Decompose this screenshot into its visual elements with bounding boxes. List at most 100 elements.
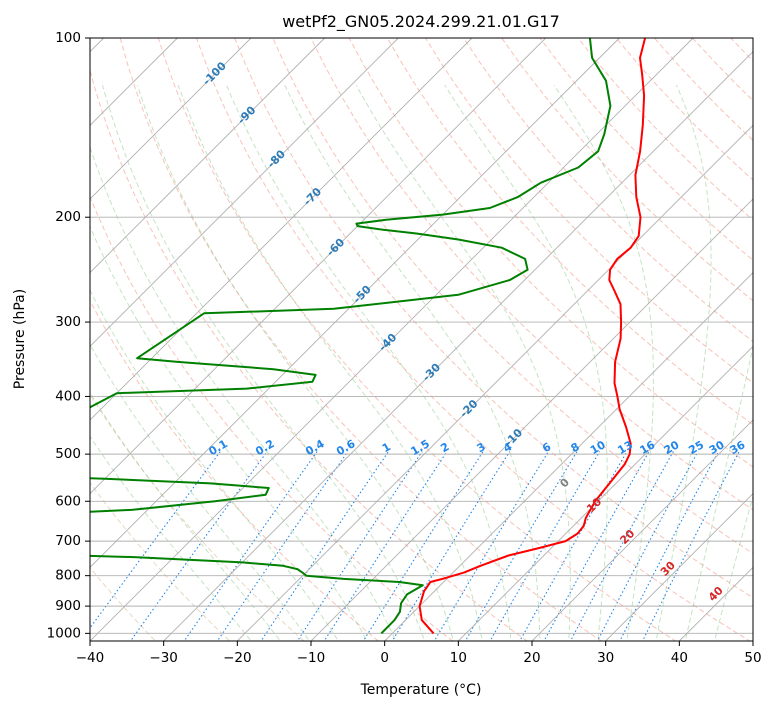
moist-adiabat-line [90, 343, 310, 641]
y-tick-label: 100 [55, 30, 81, 46]
x-tick-label: 50 [744, 650, 761, 666]
isotherm-line [163, 51, 753, 641]
mixing-ratio-line [362, 451, 484, 641]
isotherm-line [90, 38, 694, 641]
dry-adiabat-line [196, 38, 751, 641]
dry-adiabat-label: 20 [617, 527, 637, 547]
dry-adiabat-line [90, 393, 305, 641]
y-tick-label: 500 [55, 446, 81, 462]
moist-adiabat-line [90, 145, 397, 641]
isotherm-line [679, 566, 753, 641]
isotherm-line [90, 38, 473, 421]
dry-adiabat-line [90, 566, 157, 641]
mixing-ratio-line [519, 451, 628, 641]
mixing-ratio-label: 1 [380, 440, 393, 455]
isotherm-line [90, 38, 546, 495]
mixing-ratio-line [391, 451, 511, 641]
moist-adiabat-line [101, 84, 426, 641]
moist-adiabat-line [553, 84, 654, 641]
mixing-ratio-line [183, 451, 318, 641]
moist-adiabat-line [444, 84, 608, 641]
mixing-ratio-label: 0.4 [303, 437, 327, 458]
x-tick-label: −20 [223, 650, 252, 666]
dry-adiabat-line [119, 38, 603, 641]
moist-adiabat-label: -20 [457, 397, 480, 420]
mixing-ratio-line [619, 451, 719, 641]
isotherm-line [90, 38, 399, 347]
isotherm-line [237, 124, 753, 641]
mixing-ratio-label: 8 [569, 440, 582, 455]
mixing-ratio-line [569, 451, 674, 641]
moist-adiabat-label: -90 [235, 103, 258, 126]
dry-adiabat-line [90, 481, 231, 641]
dry-adiabat-label: 40 [706, 584, 726, 604]
moist-adiabat-line [90, 391, 281, 641]
x-axis-ticks: −40 −30 −20 −10 0 10 20 30 40 50 [76, 641, 762, 666]
mixing-ratio-line [596, 451, 699, 641]
moist-adiabats [90, 84, 753, 641]
dry-adiabat-label: 0 [557, 476, 572, 491]
dry-adiabat-line [501, 38, 753, 302]
dry-adiabat-line [272, 38, 753, 555]
x-tick-label: −40 [76, 650, 105, 666]
y-axis-ticks: 100 200 300 400 500 600 700 800 900 1000 [47, 30, 90, 641]
moist-adiabat-line [684, 344, 753, 641]
isotherm-line [605, 493, 753, 641]
x-tick-label: −30 [149, 650, 178, 666]
isotherm-line [90, 38, 620, 568]
moist-adiabat-label: -50 [351, 283, 374, 306]
moist-adiabat-line [284, 84, 541, 641]
y-tick-label: 700 [55, 533, 81, 549]
x-tick-label: 20 [523, 650, 540, 666]
moist-adiabat-label: -60 [324, 235, 347, 258]
moist-adiabat-line [90, 225, 368, 641]
moist-adiabat-label: -80 [265, 147, 288, 170]
moist-adiabat-line [136, 84, 454, 641]
dewpoint-profile [90, 38, 612, 635]
dry-adiabat-line [157, 38, 677, 641]
dry-adiabat-line [310, 38, 753, 511]
moist-adiabat-line [90, 435, 252, 641]
dry-adiabat-line [90, 195, 454, 641]
x-axis-label: Temperature (°C) [360, 682, 482, 698]
mixing-ratio-label: 0.6 [334, 437, 358, 458]
moist-adiabat-line [713, 494, 753, 641]
isotherm-line [752, 640, 753, 641]
isotherm-line [90, 38, 252, 200]
mixing-ratio-label: 0.2 [253, 437, 276, 458]
y-tick-label: 600 [55, 493, 81, 509]
y-axis-label: Pressure (hPa) [12, 289, 28, 389]
x-tick-label: 0 [380, 650, 389, 666]
dry-adiabat-line [577, 38, 753, 221]
mixing-ratio-line [323, 451, 448, 641]
pressure-gridlines [90, 38, 753, 634]
skewed-isotherms [90, 38, 753, 641]
x-tick-label: 30 [597, 650, 614, 666]
moist-adiabat-line [655, 84, 712, 641]
profiles [90, 38, 647, 635]
x-tick-label: −10 [297, 650, 326, 666]
isotherm-line [310, 198, 753, 641]
plot-frame [89, 37, 754, 642]
mixing-ratio-line [216, 451, 349, 641]
x-tick-label: 40 [671, 650, 688, 666]
dry-adiabat-line [769, 38, 775, 646]
moist-adiabat-label: -40 [376, 331, 399, 354]
dry-adiabat-line [234, 38, 753, 599]
moist-adiabat-line [226, 84, 512, 641]
mixing-ratio-line [260, 451, 389, 641]
dry-adiabat-line [539, 38, 753, 261]
mixing-ratio-label: 6 [540, 440, 553, 455]
dry-adiabat-line [692, 38, 753, 102]
mixing-ratio-line [296, 451, 423, 641]
mixing-ratio-line [489, 451, 601, 641]
dry-adiabats [90, 38, 775, 646]
y-tick-label: 300 [55, 314, 81, 330]
dry-adiabat-line [615, 38, 753, 181]
temperature-profile [418, 38, 647, 635]
moist-adiabat-line [90, 289, 339, 641]
chart-title: wetPf2_GN05.2024.299.21.01.G17 [282, 12, 560, 32]
dry-adiabat-line [90, 68, 528, 641]
mixing-ratio-line [433, 451, 549, 641]
